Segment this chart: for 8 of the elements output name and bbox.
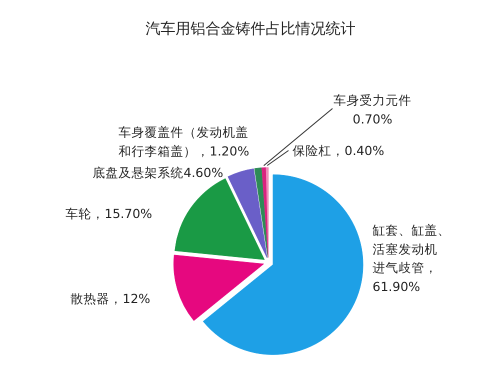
slice-label: 缸套、缸盖、活塞发动机进气歧管，61.90% <box>372 222 450 294</box>
slice-label: 散热器，12% <box>70 291 150 306</box>
slice-label: 车轮，15.70% <box>66 206 152 221</box>
slice-label: 保险杠，0.40% <box>292 143 384 158</box>
slice-label: 车身覆盖件（发动机盖和行李箱盖），1.20% <box>118 124 250 158</box>
slice-label: 底盘及悬架系统4.60% <box>92 165 224 180</box>
slice-label: 车身受力元件0.70% <box>334 92 412 126</box>
chart-title: 汽车用铝合金铸件占比情况统计 <box>146 20 356 38</box>
